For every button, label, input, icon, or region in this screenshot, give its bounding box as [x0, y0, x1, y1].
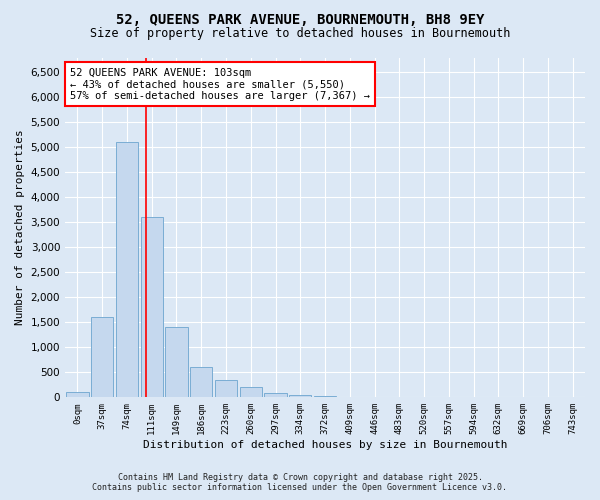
Bar	[91, 318, 113, 398]
Text: Size of property relative to detached houses in Bournemouth: Size of property relative to detached ho…	[90, 28, 510, 40]
Bar	[190, 368, 212, 398]
Bar	[215, 380, 237, 398]
Bar	[166, 328, 188, 398]
Bar	[338, 396, 361, 398]
Text: Contains HM Land Registry data © Crown copyright and database right 2025.
Contai: Contains HM Land Registry data © Crown c…	[92, 473, 508, 492]
Text: 52, QUEENS PARK AVENUE, BOURNEMOUTH, BH8 9EY: 52, QUEENS PARK AVENUE, BOURNEMOUTH, BH8…	[116, 12, 484, 26]
Y-axis label: Number of detached properties: Number of detached properties	[15, 130, 25, 326]
Bar	[314, 396, 336, 398]
X-axis label: Distribution of detached houses by size in Bournemouth: Distribution of detached houses by size …	[143, 440, 507, 450]
Text: 52 QUEENS PARK AVENUE: 103sqm
← 43% of detached houses are smaller (5,550)
57% o: 52 QUEENS PARK AVENUE: 103sqm ← 43% of d…	[70, 68, 370, 101]
Bar	[289, 395, 311, 398]
Bar	[66, 392, 89, 398]
Bar	[140, 218, 163, 398]
Bar	[265, 394, 287, 398]
Bar	[116, 142, 138, 398]
Bar	[239, 388, 262, 398]
